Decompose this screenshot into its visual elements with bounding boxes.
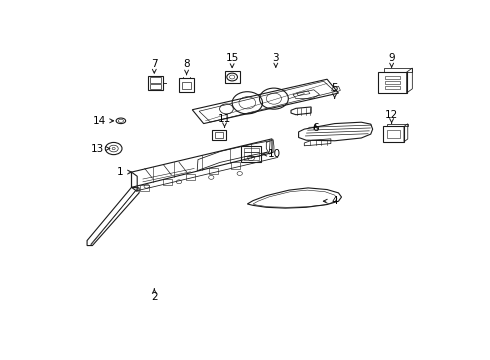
Text: 1: 1 — [117, 167, 131, 177]
Text: 7: 7 — [151, 59, 158, 73]
Text: 15: 15 — [225, 53, 239, 68]
Text: 3: 3 — [272, 53, 279, 67]
Text: 10: 10 — [262, 149, 280, 159]
Text: 2: 2 — [151, 289, 158, 302]
Text: 13: 13 — [91, 144, 110, 153]
Text: 8: 8 — [183, 59, 190, 75]
Text: 14: 14 — [93, 116, 114, 126]
Text: 12: 12 — [385, 110, 398, 123]
Text: 4: 4 — [323, 196, 338, 206]
Text: 5: 5 — [331, 82, 338, 98]
Text: 9: 9 — [388, 53, 395, 67]
Text: 6: 6 — [312, 123, 319, 133]
Text: 11: 11 — [218, 114, 231, 127]
